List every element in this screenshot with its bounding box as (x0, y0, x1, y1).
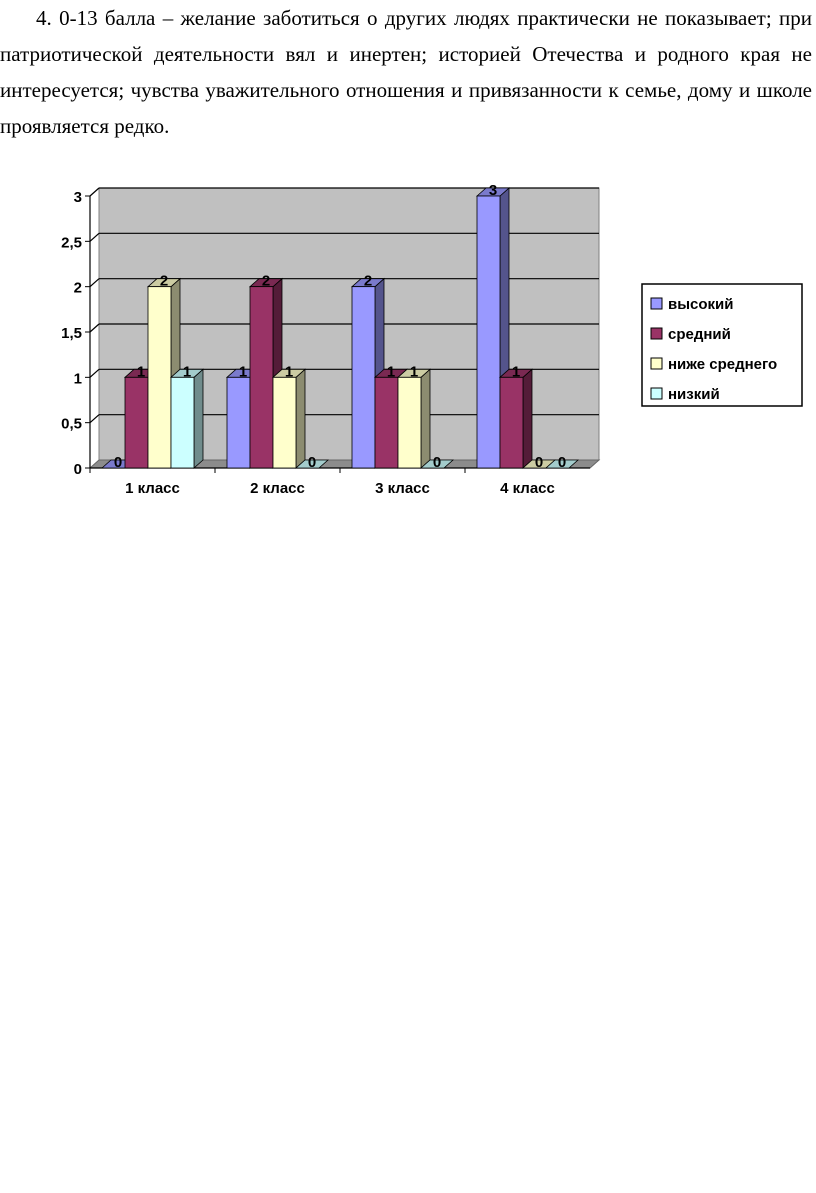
bar-zero (294, 459, 330, 469)
bar (499, 376, 524, 469)
bar (272, 376, 297, 469)
bars (100, 187, 580, 469)
bar (147, 286, 172, 469)
x-tick-label: 1 класс (125, 480, 180, 497)
legend: высокий средний ниже среднего низкий (641, 283, 803, 407)
legend-label: средний (668, 326, 731, 343)
legend-box (641, 283, 803, 407)
y-tick-label: 2 (74, 280, 82, 297)
gridline-diagonal (89, 278, 100, 288)
data-label: 3 (489, 182, 497, 199)
bar (397, 376, 422, 469)
y-tick-label: 1 (74, 370, 82, 387)
y-axis-ticks: 0 0,5 1 1,5 2 2,5 3 (61, 189, 82, 478)
legend-swatch (650, 327, 663, 340)
data-label: 1 (512, 363, 520, 380)
legend-swatch (650, 357, 663, 370)
bar-side (522, 368, 533, 469)
bar (476, 195, 501, 469)
data-label: 1 (410, 363, 418, 380)
x-tick-label: 4 класс (500, 480, 555, 497)
y-tick-label: 2,5 (61, 234, 82, 251)
data-label: 2 (364, 273, 372, 290)
gridline-diagonal (89, 368, 100, 378)
data-label: 2 (262, 273, 270, 290)
gridline-diagonal (89, 323, 100, 333)
data-label: 1 (387, 363, 395, 380)
gridline-diagonal (89, 187, 100, 197)
legend-label: низкий (668, 386, 720, 403)
data-label: 0 (114, 454, 122, 471)
legend-swatch (650, 387, 663, 400)
y-tick-label: 0,5 (61, 416, 82, 433)
legend-swatch (650, 297, 663, 310)
x-axis-ticks: 1 класс 2 класс 3 класс 4 класс (125, 480, 555, 497)
bar (226, 376, 251, 469)
data-label: 0 (558, 454, 566, 471)
data-label: 0 (308, 454, 316, 471)
y-tick-label: 3 (74, 189, 82, 206)
bar (374, 376, 399, 469)
bar-zero (544, 459, 580, 469)
bar-side (295, 368, 306, 469)
bar (249, 286, 274, 469)
gridline-diagonal (89, 414, 100, 424)
paragraph-text: 4. 0-13 балла – желание заботиться о дру… (0, 6, 812, 138)
data-label: 1 (285, 363, 293, 380)
y-tick-label: 0 (74, 461, 82, 478)
gridline-diagonal (89, 232, 100, 242)
legend-label: высокий (668, 296, 734, 313)
data-label: 1 (239, 363, 247, 380)
legend-label: ниже среднего (668, 356, 777, 373)
bar (124, 376, 149, 469)
y-tick-label: 1,5 (61, 325, 82, 342)
data-label: 2 (160, 273, 168, 290)
data-label: 1 (183, 363, 191, 380)
body-paragraph: 4. 0-13 балла – желание заботиться о дру… (0, 0, 812, 144)
data-label: 0 (535, 454, 543, 471)
bar-zero (419, 459, 455, 469)
bar (351, 286, 376, 469)
x-tick-label: 2 класс (250, 480, 305, 497)
x-tick-label: 3 класс (375, 480, 430, 497)
bar-side (420, 368, 431, 469)
bar (170, 376, 195, 469)
bar-side (193, 368, 204, 469)
data-label: 1 (137, 363, 145, 380)
data-label: 0 (433, 454, 441, 471)
